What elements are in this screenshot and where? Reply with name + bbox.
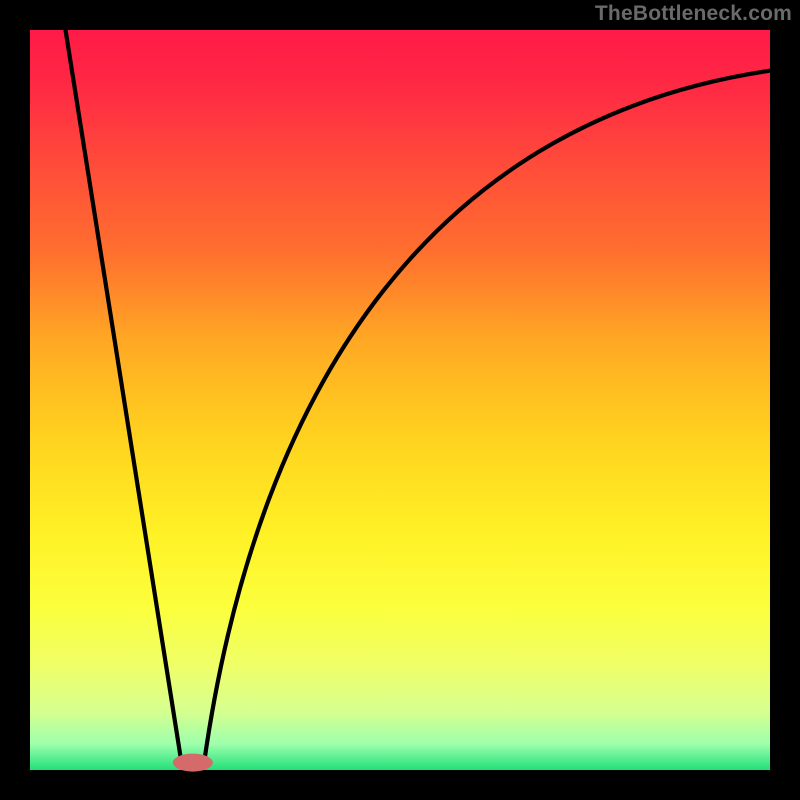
chart-container: { "watermark": { "text": "TheBottleneck.… bbox=[0, 0, 800, 800]
optimal-marker bbox=[173, 754, 213, 772]
bottleneck-chart bbox=[0, 0, 800, 800]
chart-background-gradient bbox=[30, 30, 770, 770]
watermark-text: TheBottleneck.com bbox=[595, 2, 792, 26]
